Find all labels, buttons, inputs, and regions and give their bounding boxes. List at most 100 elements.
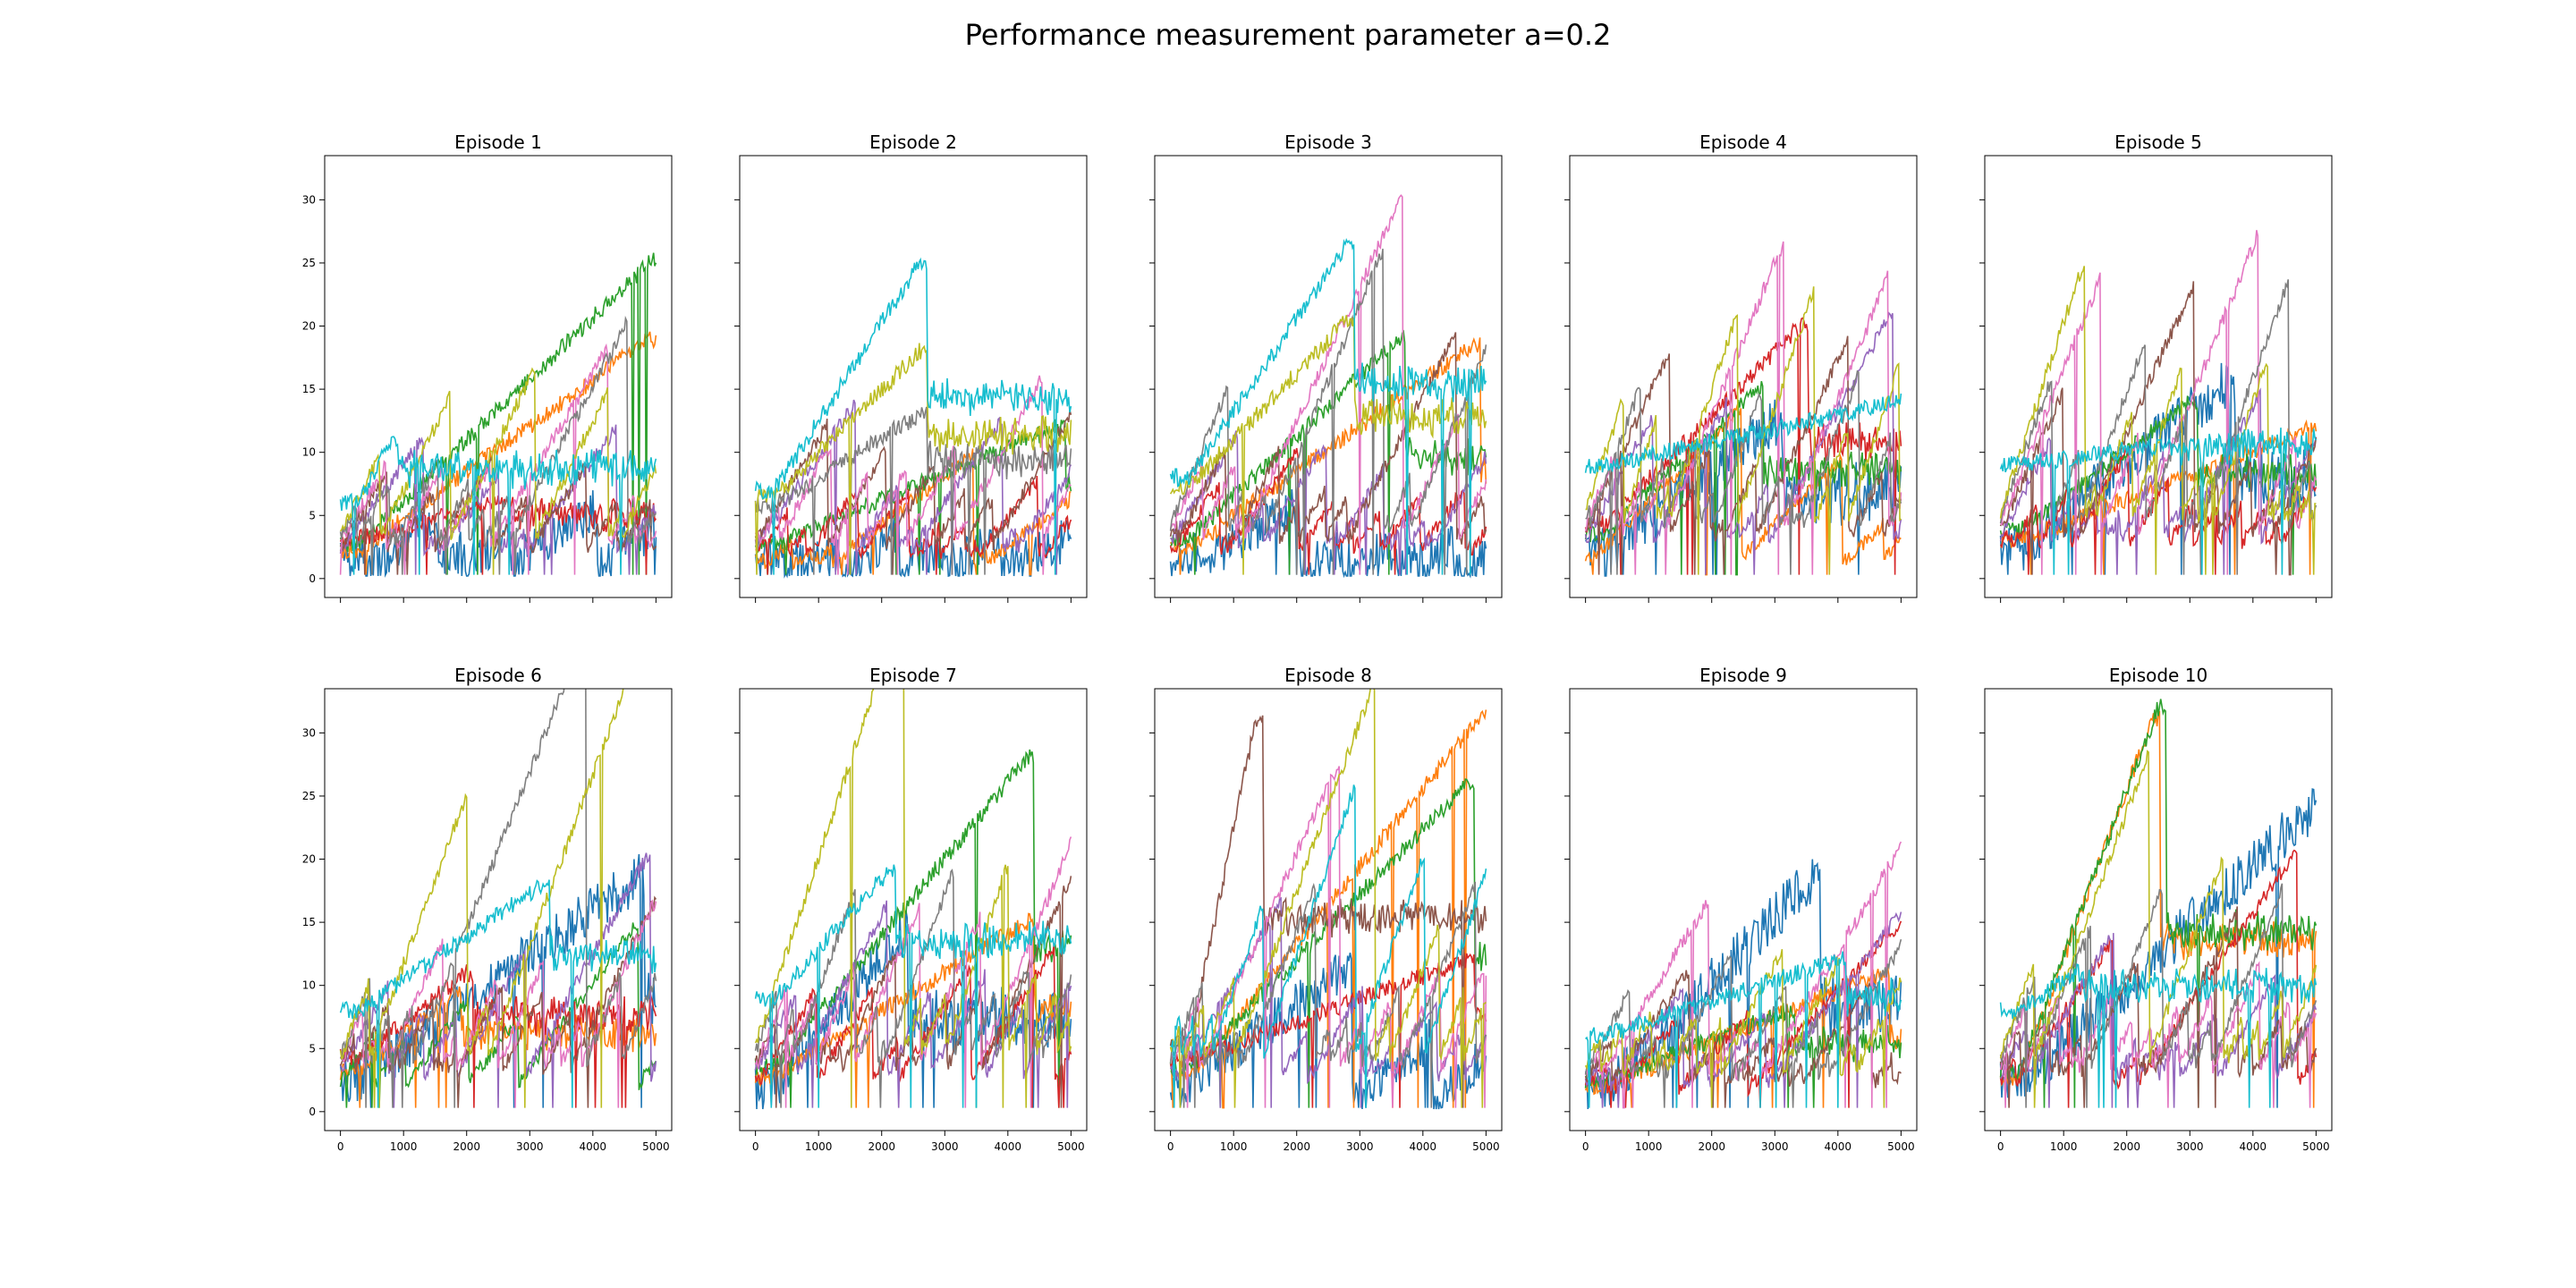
subplot-title: Episode 5 (2114, 131, 2202, 153)
series-group (339, 252, 657, 578)
series-line (339, 879, 657, 1108)
series-line (1584, 402, 1902, 576)
series-line (754, 343, 1072, 575)
series-line (1999, 962, 2318, 1108)
subplot-title: Episode 2 (869, 131, 957, 153)
x-tick-label: 3000 (2176, 1140, 2204, 1153)
x-tick-label: 0 (1582, 1140, 1589, 1153)
series-line (1584, 949, 1902, 1108)
axes-frame (324, 155, 673, 598)
axes-frame (1984, 688, 2333, 1131)
series-line (1584, 938, 1902, 1108)
x-tick-label: 0 (337, 1140, 344, 1153)
y-tick-label: 15 (302, 383, 316, 395)
series-line (754, 900, 1072, 1108)
series-line (1169, 249, 1487, 575)
y-tick-label: 10 (302, 446, 316, 459)
series-line (1999, 266, 2317, 575)
subplot-3: Episode 3 (1149, 131, 1503, 603)
series-line (1169, 315, 1487, 575)
series-line (754, 689, 1072, 1108)
series-line (1585, 951, 1902, 1108)
x-tick-label: 0 (1997, 1140, 2004, 1153)
series-line (1999, 281, 2318, 576)
subplot-1: Episode 1 0 5 10 15 20 25 30 (302, 131, 673, 603)
series-group (1999, 699, 2318, 1108)
series-line (1584, 241, 1902, 575)
series-line (1999, 906, 2318, 1108)
axes-frame (739, 688, 1088, 1131)
series-line (1170, 329, 1487, 575)
series-line (754, 864, 1072, 1108)
subplot-title: Episode 4 (1699, 131, 1787, 153)
series-line (339, 252, 657, 575)
subplot-title: Episode 6 (454, 665, 542, 686)
y-tick-label: 20 (302, 320, 316, 333)
y-tick-label: 15 (302, 916, 316, 928)
x-tick-label: 2000 (1698, 1140, 1725, 1153)
series-line (1169, 238, 1487, 575)
y-tick-label: 5 (309, 1042, 316, 1055)
series-group (1584, 241, 1902, 577)
subplot-5: Episode 5 (1979, 131, 2333, 603)
y-tick-label: 0 (309, 572, 316, 585)
y-tick-label: 30 (302, 193, 316, 206)
series-line (1585, 286, 1902, 575)
x-tick-label: 5000 (1887, 1140, 1915, 1153)
axes-frame (1569, 688, 1918, 1131)
x-tick-label: 1000 (1220, 1140, 1248, 1153)
x-tick-label: 3000 (1761, 1140, 1789, 1153)
y-tick-label: 10 (302, 979, 316, 992)
subplot-title: Episode 1 (454, 131, 542, 153)
axes-frame (324, 688, 673, 1131)
subplot-title: Episode 8 (1284, 665, 1372, 686)
subplot-title: Episode 7 (869, 665, 957, 686)
series-line (1999, 428, 2318, 575)
x-tick-label: 0 (752, 1140, 759, 1153)
series-line (754, 910, 1072, 1110)
y-tick-label: 25 (302, 257, 316, 269)
axes-frame (1569, 155, 1918, 598)
axes-frame (1984, 155, 2333, 598)
subplot-2: Episode 2 (734, 131, 1088, 603)
x-tick-label: 3000 (1346, 1140, 1374, 1153)
series-line (339, 899, 657, 1108)
x-tick-label: 4000 (2240, 1140, 2267, 1153)
series-line (1170, 709, 1487, 1109)
axes-frame (739, 155, 1088, 598)
axes-frame (1154, 155, 1503, 598)
series-group (1169, 689, 1487, 1110)
series-group (1999, 230, 2318, 576)
x-tick-label: 4000 (1825, 1140, 1852, 1153)
series-line (1999, 699, 2318, 1108)
y-tick-label: 25 (302, 790, 316, 802)
subplot-title: Episode 9 (1699, 665, 1787, 686)
series-line (1169, 896, 1487, 1108)
x-tick-label: 3000 (516, 1140, 544, 1153)
subplot-7: Episode 7 0 1000 2000 3000 4000 5000 (734, 665, 1088, 1153)
x-tick-label: 2000 (2113, 1140, 2140, 1153)
subplot-8: Episode 8 0 1000 2000 3000 4000 5000 (1149, 665, 1503, 1153)
y-tick-label: 30 (302, 726, 316, 739)
series-line (1999, 933, 2318, 1108)
series-line (754, 399, 1072, 575)
x-tick-label: 4000 (1410, 1140, 1437, 1153)
series-line (1585, 369, 1902, 575)
series-group (754, 257, 1072, 579)
series-line (755, 476, 1072, 575)
y-tick-label: 0 (309, 1106, 316, 1118)
series-line (1584, 393, 1902, 474)
x-tick-label: 1000 (390, 1140, 418, 1153)
figure-title: Performance measurement parameter a=0.2 (964, 18, 1612, 52)
series-group (1584, 841, 1902, 1110)
x-tick-label: 0 (1167, 1140, 1174, 1153)
x-tick-label: 3000 (931, 1140, 959, 1153)
series-line (1999, 883, 2318, 1108)
x-tick-label: 5000 (2302, 1140, 2330, 1153)
series-line (754, 257, 1072, 575)
series-line (754, 406, 1072, 575)
series-line (1169, 953, 1487, 1110)
series-line (1584, 911, 1902, 1108)
subplot-6: Episode 6 0 1000 2000 3000 4000 5000 0 5 10 15 20 25… (302, 665, 673, 1153)
